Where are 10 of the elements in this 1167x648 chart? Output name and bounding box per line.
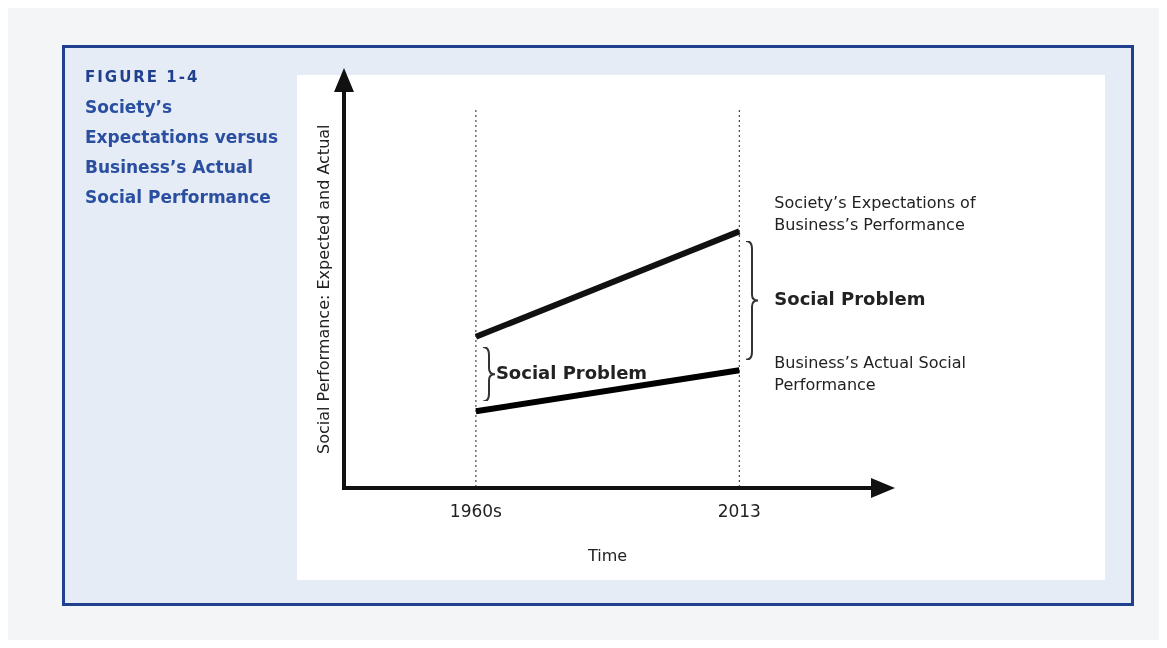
text: Society’s Expectations of Business’s Performance bbox=[774, 192, 976, 234]
annotation: Social Problem bbox=[774, 288, 926, 310]
x-tick-label: 2013 bbox=[717, 501, 761, 522]
x-tick-label: 1960s bbox=[449, 501, 503, 522]
text: Society’s Expectations versus Business’s Actual Social Performance bbox=[85, 96, 280, 209]
y-axis-title: Social Performance: Expected and Actual bbox=[313, 124, 333, 454]
x-axis-title: Time bbox=[587, 545, 628, 565]
text: FIGURE 1-4 bbox=[85, 68, 201, 86]
annotation: Social Problem bbox=[495, 361, 648, 383]
text: Business’s Actual Social Performance bbox=[774, 353, 967, 395]
